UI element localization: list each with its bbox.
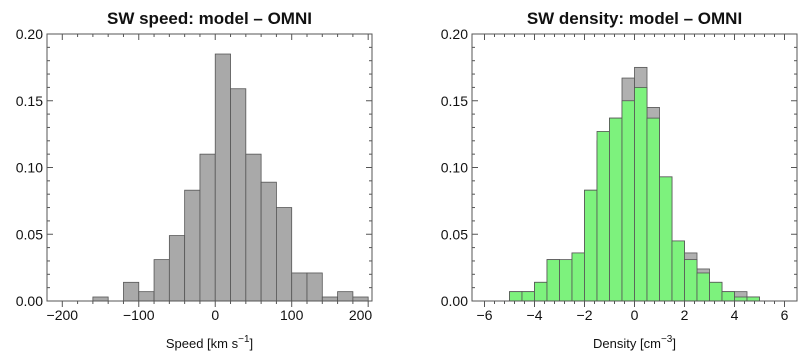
- histogram-bar: [646, 117, 660, 302]
- histogram-bar: [230, 88, 247, 302]
- density-histogram-panel: SW density: model – OMNI 0.00 0.05 0.10 0.15…: [400, 0, 800, 356]
- density-histogram-chart: SW density: model – OMNI 0.00 0.05 0.10 0.15…: [441, 9, 798, 351]
- histogram-bar: [168, 235, 186, 302]
- y-tick-label: 0.20: [441, 26, 468, 42]
- histogram-bar: [659, 176, 673, 302]
- x-tick-label: −200: [47, 307, 79, 323]
- x-tick-label: −4: [527, 307, 543, 323]
- x-tick-label: 4: [731, 307, 739, 323]
- x-tick-label: 200: [349, 307, 373, 323]
- x-tick-label: −100: [123, 307, 155, 323]
- histogram-bar: [245, 153, 262, 302]
- x-axis-label-exponent: −1: [238, 334, 250, 345]
- histogram-bar: [123, 281, 140, 302]
- histogram-bars: [92, 53, 369, 302]
- x-axis-label: Speed [km s−1]: [166, 334, 253, 351]
- y-tick-label: 0.15: [441, 93, 468, 109]
- histogram-bar: [199, 153, 216, 302]
- x-axis-label-main: Density [cm: [593, 336, 661, 351]
- y-tick-label: 0.15: [16, 93, 43, 109]
- histogram-bar: [153, 259, 170, 302]
- x-axis-label-exponent: −3: [661, 334, 673, 345]
- speed-histogram-panel: SW speed: model – OMNI 0.00 0.05 0.10 0.15 0.…: [16, 9, 373, 351]
- histogram-bar: [214, 53, 231, 302]
- y-tick-label: 0.00: [441, 293, 468, 309]
- y-tick-label: 0.10: [441, 160, 468, 176]
- histogram-bar: [521, 291, 535, 302]
- histogram-bar: [306, 272, 323, 302]
- histogram-bars: [509, 66, 760, 302]
- histogram-bar: [291, 272, 308, 302]
- histogram-bar: [184, 189, 201, 302]
- x-axis-label-close: ]: [672, 336, 676, 351]
- histogram-bar: [634, 87, 648, 302]
- x-axis-label-main: Speed [km s: [166, 336, 239, 351]
- x-tick-label: 100: [280, 307, 304, 323]
- histogram-bar: [721, 291, 735, 302]
- x-tick-label: −2: [577, 307, 593, 323]
- histogram-bar: [509, 291, 523, 302]
- x-tick-label: 0: [211, 307, 219, 323]
- x-tick-label: 0: [631, 307, 639, 323]
- x-axis-label: Density [cm−3]: [593, 334, 676, 351]
- chart-title: SW speed: model – OMNI: [107, 9, 312, 28]
- histogram-bar: [746, 296, 760, 302]
- histogram-bar: [559, 259, 573, 302]
- histogram-bar: [546, 259, 560, 302]
- histogram-bar: [92, 296, 109, 302]
- histogram-bar: [571, 252, 585, 302]
- histogram-bar: [352, 296, 369, 302]
- histogram-bar: [696, 272, 710, 302]
- histogram-bar: [609, 117, 623, 302]
- x-tick-label: −6: [477, 307, 493, 323]
- histogram-bar: [584, 189, 598, 302]
- histogram-bar: [684, 259, 698, 302]
- histogram-bar: [621, 100, 635, 302]
- histogram-bar: [534, 281, 548, 302]
- chart-title: SW density: model – OMNI: [527, 9, 742, 28]
- x-tick-label: 2: [681, 307, 689, 323]
- histogram-bar: [734, 296, 748, 302]
- series-1: [509, 87, 760, 302]
- speed-histogram-chart: SW speed: model – OMNI 0.00 0.05 0.10 0.15 0.…: [16, 9, 373, 351]
- histogram-bar: [596, 131, 610, 302]
- x-tick-label: 6: [781, 307, 789, 323]
- histogram-bar: [276, 207, 293, 302]
- histogram-bar: [337, 291, 354, 302]
- y-tick-label: 0.10: [16, 160, 43, 176]
- y-tick-label: 0.05: [16, 226, 43, 242]
- histogram-bar: [321, 296, 338, 302]
- y-tick-label: 0.00: [16, 293, 43, 309]
- x-axis-label-close: ]: [250, 336, 254, 351]
- histogram-bar: [709, 281, 723, 302]
- y-tick-label: 0.05: [441, 226, 468, 242]
- y-tick-label: 0.20: [16, 26, 43, 42]
- series-0: [92, 53, 369, 302]
- histogram-bar: [260, 181, 277, 302]
- histogram-bar: [671, 240, 685, 302]
- histogram-bar: [138, 291, 155, 302]
